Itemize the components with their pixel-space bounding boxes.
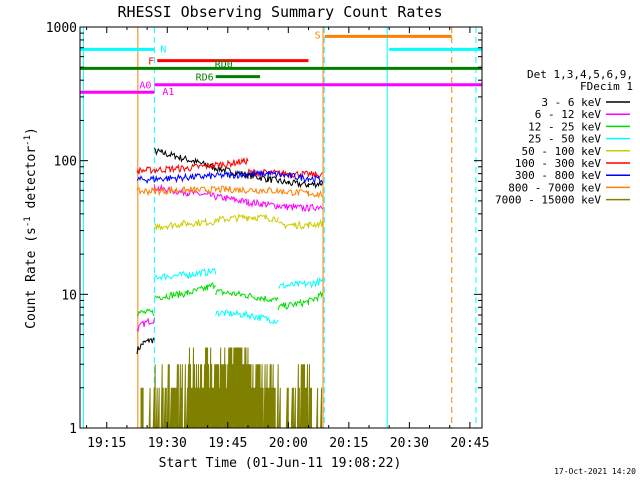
- flag-rd6: RD6: [196, 73, 261, 84]
- flag-a0: A0: [139, 81, 482, 92]
- flag-label: RD0: [215, 59, 233, 70]
- x-axis-label: Start Time (01-Jun-11 19:08:22): [159, 456, 402, 471]
- flag-rd0: RD0: [80, 59, 482, 70]
- series-segment: [136, 317, 155, 333]
- series-segment: [136, 308, 155, 317]
- series-segment: [215, 309, 279, 325]
- series-segment: [140, 347, 323, 429]
- flag-s: S: [315, 30, 452, 41]
- y-tick-label: 10: [61, 288, 77, 303]
- x-tick-label: 20:00: [269, 436, 308, 451]
- series-segment: [215, 288, 279, 303]
- legend-label: 300 - 800 keV: [515, 169, 601, 182]
- series-segment: [154, 147, 324, 189]
- series-segment: [154, 217, 217, 231]
- x-tick-label: 19:30: [148, 436, 187, 451]
- series-12-25-kev: [136, 282, 324, 317]
- series-7000-15000-kev: [140, 347, 323, 429]
- x-tick-label: 19:45: [208, 436, 247, 451]
- legend-label: 100 - 300 keV: [515, 157, 601, 170]
- legend-label: 25 - 50 keV: [528, 133, 601, 146]
- series-segment: [136, 156, 249, 175]
- legend-header-line2: FDecim 1: [580, 80, 633, 93]
- series-segment: [136, 337, 155, 355]
- series-800-7000-kev: [136, 185, 323, 199]
- legend-label: 7000 - 15000 keV: [495, 194, 601, 207]
- chart-title: RHESSI Observing Summary Count Rates: [117, 3, 442, 21]
- flag-a1: A1: [80, 87, 174, 98]
- legend-label: 6 - 12 keV: [535, 108, 602, 121]
- flag-label: S: [315, 30, 321, 41]
- legend-header-line1: Det 1,3,4,5,6,9,: [527, 68, 633, 81]
- series-segment: [277, 290, 324, 311]
- flag-f: F: [148, 57, 309, 68]
- legend-label: 800 - 7000 keV: [508, 181, 601, 194]
- legend-label: 3 - 6 keV: [541, 96, 601, 109]
- series-50-100-kev: [154, 213, 324, 231]
- flag-n: N: [80, 44, 482, 55]
- flag-label: RD6: [196, 73, 214, 84]
- series-25-50-kev: [153, 267, 324, 325]
- flag-label: F: [148, 57, 154, 68]
- series-segment: [153, 267, 217, 282]
- series-segment: [278, 277, 324, 289]
- series-segment: [136, 169, 324, 184]
- series-segment: [136, 185, 323, 199]
- plot-frame: [79, 26, 483, 429]
- x-tick-label: 20:15: [329, 436, 368, 451]
- y-tick-label: 1: [69, 422, 77, 437]
- plot-area: [82, 27, 477, 429]
- date-stamp: 17-Oct-2021 14:20: [554, 467, 636, 476]
- y-axis-ticks: 1 10 100 1000: [46, 21, 482, 437]
- x-axis-ticks: 19:15 19:30 19:45 20:00 20:15 20:30 20:45: [86, 27, 489, 451]
- series-segment: [154, 282, 216, 301]
- y-tick-label: 1000: [46, 21, 77, 36]
- legend-label: 50 - 100 keV: [522, 145, 602, 158]
- x-tick-label: 19:15: [87, 436, 126, 451]
- series-3-6-kev: [136, 147, 324, 355]
- y-axis-label: Count Rate (s-1 detector-1): [23, 127, 39, 329]
- series-segment: [277, 218, 324, 230]
- x-tick-label: 20:30: [390, 436, 429, 451]
- y-tick-label: 100: [54, 155, 77, 170]
- flag-label: A1: [162, 87, 174, 98]
- flag-label: A0: [139, 81, 151, 92]
- x-tick-label: 20:45: [450, 436, 489, 451]
- series-300-800-kev: [136, 169, 324, 184]
- legend-label: 12 - 25 keV: [528, 120, 601, 133]
- series-segment: [215, 213, 279, 224]
- flag-label: N: [160, 44, 166, 55]
